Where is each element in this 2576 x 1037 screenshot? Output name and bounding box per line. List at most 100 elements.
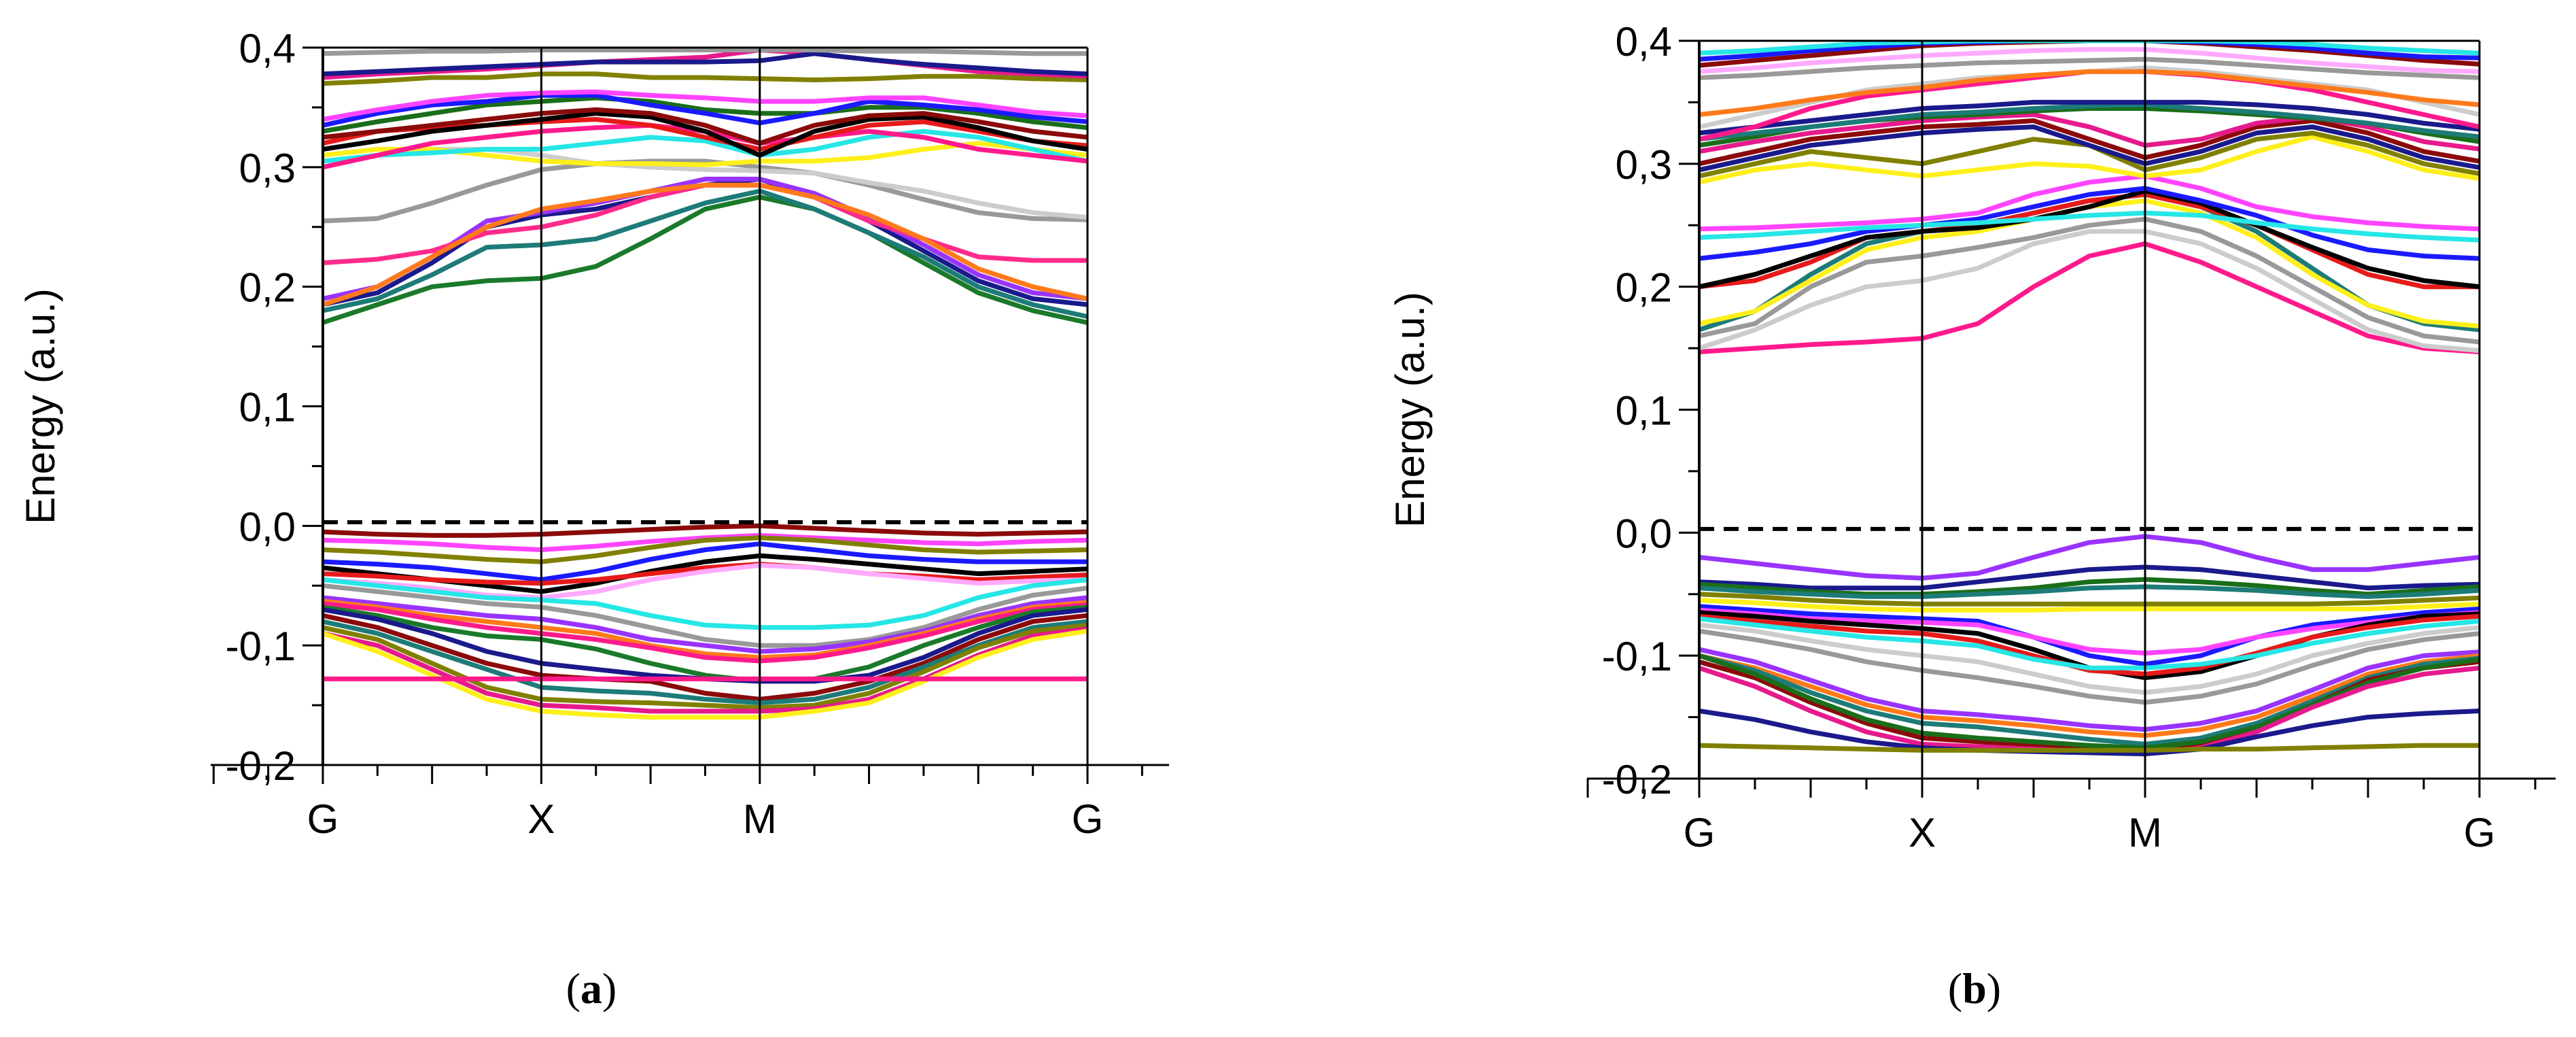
band-line-c22 (1699, 56, 2479, 80)
band-line-c11 (1699, 134, 2479, 185)
band-line-c41 (1699, 653, 2479, 738)
band-line-c17 (323, 89, 1087, 122)
band-line-c3 (1699, 216, 2479, 345)
band-line-c29 (323, 577, 1087, 630)
panel-letter: a (580, 964, 602, 1013)
band-lines (1699, 41, 2479, 757)
band-line-c47 (1699, 743, 2479, 753)
band-line-c33 (323, 601, 1087, 664)
x-tick-label: G (1684, 810, 1716, 855)
band-line-c31 (1699, 592, 2479, 607)
y-tick-label: -0,1 (226, 624, 296, 669)
band-line-c7 (1699, 188, 2479, 290)
y-tick-label: 0,4 (1616, 19, 1672, 65)
y-tick-label: 0,2 (239, 265, 296, 311)
y-tick-label: 0,1 (1616, 388, 1672, 434)
y-tick-label: -0,2 (226, 743, 296, 789)
band-line-c6 (1699, 192, 2479, 290)
band-line-c25 (323, 541, 1087, 582)
band-line-c1 (323, 194, 1087, 325)
band-line-c33 (1699, 604, 2479, 667)
band-line-c19 (323, 48, 1087, 80)
band-line-c26 (1699, 41, 2479, 56)
band-line-c22 (323, 523, 1087, 538)
x-tick-label: G (2464, 810, 2496, 855)
band-line-c27 (1699, 534, 2479, 581)
band-line-c6 (323, 182, 1087, 307)
band-line-c40 (323, 628, 1087, 720)
band-line-c36 (1699, 613, 2479, 677)
band-line-c4 (323, 176, 1087, 301)
band-line-c18 (323, 71, 1087, 86)
band-line-c13 (323, 111, 1087, 158)
band-lines (323, 48, 1087, 720)
band-line-c36 (323, 613, 1087, 702)
y-tick-label: 0,4 (239, 26, 296, 71)
band-line-c15 (323, 95, 1087, 134)
band-line-c29 (1699, 577, 2479, 597)
panel-b: G X M G -0,2 -0,1 0,0 0,1 0,2 0,3 0,4 Energy (a.u.)… (1387, 19, 2556, 1013)
band-line-c9 (1699, 210, 2479, 243)
band-line-c28 (1699, 564, 2479, 591)
band-line-c37 (1699, 616, 2479, 670)
panel-label: (a) (566, 964, 617, 1013)
band-line-c34 (323, 605, 1087, 684)
band-line-c14 (323, 107, 1087, 146)
y-tick-label: 0,3 (239, 146, 296, 191)
band-line-c16 (323, 92, 1087, 128)
x-tick-label: M (743, 796, 777, 842)
band-line-c10 (1699, 173, 2479, 232)
band-line-c39 (1699, 628, 2479, 705)
band-line-c14 (1699, 118, 2479, 167)
x-tick-label: G (307, 796, 339, 842)
y-tick-label: 0,0 (239, 504, 296, 549)
band-line-c18 (1699, 99, 2479, 136)
y-tick-label: 0,2 (1616, 265, 1672, 311)
x-tick-label: G (1072, 796, 1104, 842)
band-line-c21 (323, 48, 1087, 56)
y-axis-title: Energy (a.u.) (18, 288, 63, 524)
band-line-c25 (1699, 41, 2479, 62)
y-tick-label: 0,3 (1616, 142, 1672, 188)
band-line-c1 (1699, 241, 2479, 354)
band-line-c10 (323, 129, 1087, 164)
band-line-c8 (1699, 186, 2479, 261)
band-line-c31 (323, 595, 1087, 654)
band-line-c2 (1699, 228, 2479, 354)
y-tick-label: -0,2 (1602, 757, 1672, 802)
band-line-c46 (1699, 709, 2479, 757)
x-tick-label: X (1909, 810, 1936, 855)
band-line-c32 (1699, 598, 2479, 613)
band-line-c7 (323, 158, 1087, 224)
band-line-c23 (1699, 47, 2479, 74)
y-tick-label: -0,1 (1602, 634, 1672, 679)
y-axis-title: Energy (a.u.) (1387, 292, 1433, 528)
band-line-c5 (1699, 198, 2479, 328)
band-line-c38 (323, 622, 1087, 711)
band-line-c21 (1699, 69, 2479, 117)
x-tick-label: M (2128, 810, 2162, 855)
band-line-c17 (1699, 102, 2479, 142)
panel-label: (b) (1948, 964, 2001, 1013)
y-tick-label: 0,1 (239, 385, 296, 430)
band-line-c28 (323, 562, 1087, 600)
band-line-c30 (323, 583, 1087, 648)
band-line-c42 (1699, 653, 2479, 747)
panel-letter: b (1962, 964, 1987, 1013)
band-line-c44 (1699, 653, 2479, 751)
band-line-c38 (1699, 622, 2479, 695)
band-line-c34 (1699, 607, 2479, 656)
band-line-c20 (323, 51, 1087, 77)
band-line-c30 (1699, 584, 2479, 599)
band-line-c24 (323, 535, 1087, 564)
band-line-c27 (323, 562, 1087, 586)
band-line-c12 (323, 117, 1087, 152)
x-tick-label: X (527, 796, 555, 842)
band-line-c40 (1699, 647, 2479, 732)
band-line-c37 (323, 619, 1087, 706)
band-line-c13 (1699, 124, 2479, 173)
band-line-c24 (1699, 41, 2479, 68)
band-line-c2 (323, 188, 1087, 320)
